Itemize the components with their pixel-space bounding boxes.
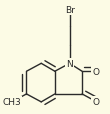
Text: Br: Br [65,6,75,15]
Text: CH3: CH3 [2,97,21,106]
Text: O: O [92,67,99,76]
Text: N: N [66,59,73,68]
Text: O: O [92,97,99,106]
